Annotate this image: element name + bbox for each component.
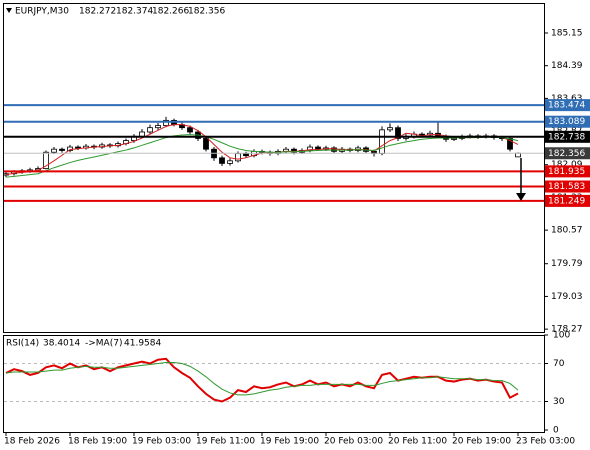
x-tick-label: 19 Feb 11:00 xyxy=(196,437,255,447)
candle-body xyxy=(203,138,209,150)
candle-body xyxy=(219,157,225,164)
candle-body xyxy=(43,151,49,169)
price-box: 181.249 xyxy=(545,194,590,207)
price-box-label: 183.089 xyxy=(548,117,585,127)
x-tick-label: 19 Feb 03:00 xyxy=(132,437,191,447)
y-tick-label: 184.39 xyxy=(551,61,583,71)
y-tick-label: 179.03 xyxy=(551,292,583,302)
candle-body xyxy=(451,138,457,140)
price-box-label: 182.738 xyxy=(548,132,585,142)
x-tick-label: 20 Feb 19:00 xyxy=(452,437,511,447)
price-box-bg xyxy=(545,99,590,112)
y-tick-label: 30 xyxy=(553,397,565,407)
symbol: EURJPY,M30 xyxy=(15,7,69,17)
menu-arrow xyxy=(6,8,12,13)
ma-value: 41.9584 xyxy=(124,339,161,349)
candle-body xyxy=(51,148,57,153)
x-tick-label: 23 Feb 03:00 xyxy=(516,437,575,447)
candle-body xyxy=(155,125,161,129)
y-tick-label: 185.15 xyxy=(551,28,583,38)
price-box-label: 181.249 xyxy=(548,196,585,206)
candle-body xyxy=(67,146,73,151)
candle-body xyxy=(315,146,321,150)
ma-name: ->MA(7) xyxy=(85,339,122,349)
x-tick-label: 20 Feb 11:00 xyxy=(388,437,447,447)
price-box: 183.474 xyxy=(545,99,590,112)
y-tick-label: 0 xyxy=(553,426,559,436)
candle-body xyxy=(75,146,81,149)
candle-body xyxy=(379,129,385,154)
price-box-bg xyxy=(545,165,590,178)
x-tick-label: 19 Feb 19:00 xyxy=(260,437,319,447)
open: 182.272 xyxy=(79,7,116,17)
candle-body xyxy=(187,127,193,133)
price-box: 182.738 xyxy=(545,130,590,143)
candle-body xyxy=(243,153,249,157)
candle-body xyxy=(59,148,65,151)
x-tick-label: 18 Feb 2026 xyxy=(4,437,60,447)
price-box-bg xyxy=(545,130,590,143)
rsi-panel xyxy=(3,335,545,433)
price-box-bg xyxy=(545,180,590,193)
high: 182.374 xyxy=(116,7,153,17)
price-box-label: 183.474 xyxy=(548,101,585,111)
candle-body xyxy=(163,119,169,126)
main-panel xyxy=(3,3,545,333)
x-tick-label: 20 Feb 03:00 xyxy=(324,437,383,447)
candle-body xyxy=(387,127,393,131)
candle-body xyxy=(235,153,241,162)
rsi-name: RSI(14) xyxy=(6,339,39,349)
price-box-label: 181.583 xyxy=(548,182,585,192)
close: 182.356 xyxy=(188,7,225,17)
y-tick-label: 70 xyxy=(553,359,565,369)
price-box: 182.356 xyxy=(545,147,590,160)
low: 182.266 xyxy=(152,7,189,17)
price-box-bg xyxy=(545,115,590,128)
price-box-label: 181.935 xyxy=(548,167,585,177)
indicator-line xyxy=(5,362,519,396)
rsi-value: 38.4014 xyxy=(43,339,80,349)
price-box-bg xyxy=(545,194,590,207)
candle-body xyxy=(139,131,145,137)
price-box: 181.935 xyxy=(545,165,590,178)
y-tick-label: 100 xyxy=(553,331,570,341)
y-tick-label: 178.27 xyxy=(551,325,583,335)
x-tick-label: 18 Feb 19:00 xyxy=(68,437,127,447)
candle-body xyxy=(395,127,401,139)
y-tick-label: 183.63 xyxy=(551,94,583,104)
candle-body xyxy=(419,133,425,136)
price-box: 183.089 xyxy=(545,115,590,128)
indicator-line xyxy=(5,357,519,403)
price-box-label: 182.356 xyxy=(548,149,585,159)
candle-body xyxy=(147,127,153,133)
y-tick-label: 182.09 xyxy=(551,160,583,170)
candle-body xyxy=(515,152,521,158)
arrow-head xyxy=(516,193,526,201)
price-box: 181.583 xyxy=(545,180,590,193)
price-box-bg xyxy=(545,147,590,160)
y-tick-label: 180.57 xyxy=(551,226,583,236)
moving-average xyxy=(5,134,519,178)
y-tick-label: 179.79 xyxy=(551,259,583,269)
candle-body xyxy=(227,160,233,164)
